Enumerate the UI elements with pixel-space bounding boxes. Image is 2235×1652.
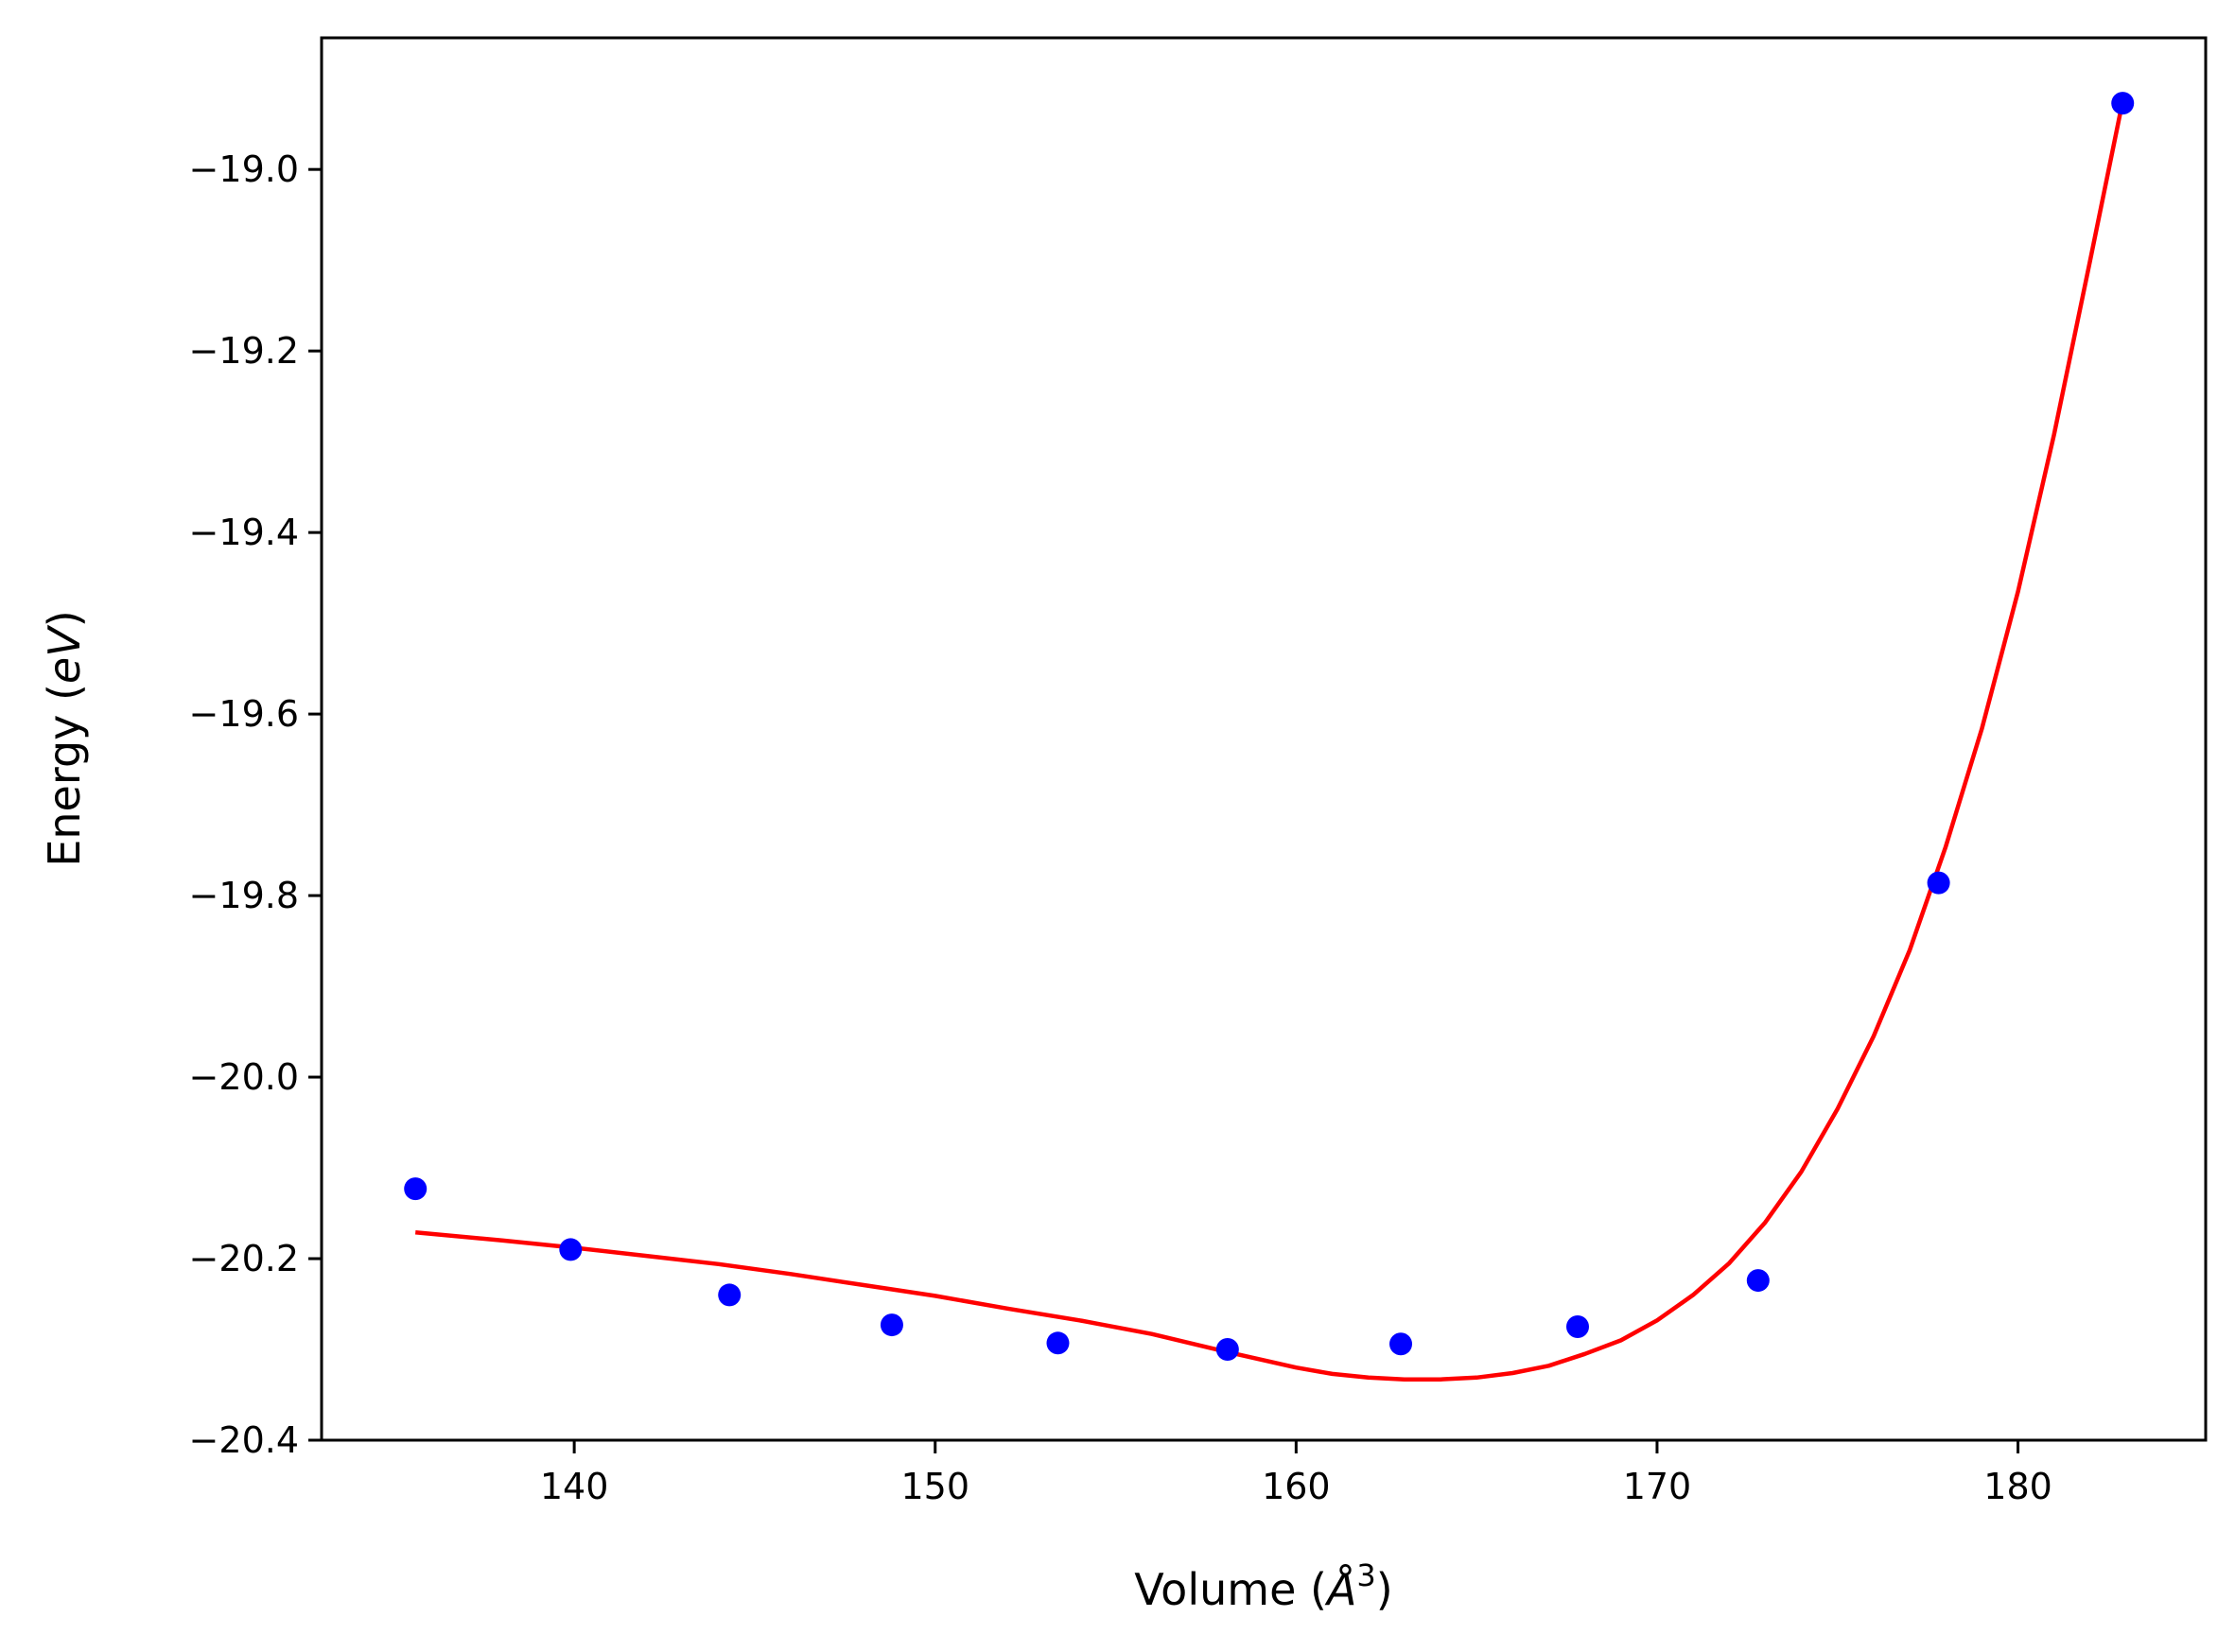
y-axis-label: Energy (eV) [39, 610, 90, 866]
x-axis-label-exponent: 3 [1356, 1557, 1375, 1593]
y-tick-label: −20.0 [189, 1056, 299, 1098]
x-tick-label: 150 [900, 1466, 969, 1507]
data-point [718, 1283, 742, 1307]
data-point [1215, 1338, 1239, 1362]
y-tick-label: −19.0 [189, 148, 299, 190]
y-tick-label: −19.6 [189, 693, 299, 735]
y-axis-label-text: Energy ( [39, 684, 90, 867]
y-axis-ticks: −19.0 −19.2 −19.4 −19.6 −19.8 −20.0 −20.2 −20.4 [189, 148, 322, 1461]
data-point [404, 1177, 428, 1201]
x-axis-label-text: Volume ( [1134, 1564, 1327, 1615]
data-point [1389, 1332, 1413, 1356]
y-tick-label: −20.4 [189, 1419, 299, 1461]
data-point [1046, 1331, 1070, 1355]
x-tick-label: 140 [540, 1466, 609, 1507]
y-tick-label: −20.2 [189, 1238, 299, 1279]
data-point [1746, 1269, 1770, 1293]
plot-frame [320, 36, 2208, 1442]
data-point [2111, 92, 2135, 115]
y-tick-label: −19.8 [189, 875, 299, 916]
y-tick-label: −19.2 [189, 330, 299, 372]
x-axis-ticks: 140 150 160 170 180 [540, 1440, 2052, 1507]
series-layer [404, 92, 2135, 1382]
y-axis-label-close: ) [39, 610, 90, 627]
x-tick-label: 160 [1262, 1466, 1331, 1507]
y-axis-label-unit: eV [39, 624, 90, 684]
data-point [1927, 871, 1950, 895]
y-tick-label: −19.4 [189, 512, 299, 553]
data-point [1566, 1315, 1589, 1339]
x-axis-label-unit: Å [1324, 1564, 1356, 1615]
x-axis-label: Volume (Å3) [1134, 1557, 1392, 1615]
x-tick-label: 170 [1623, 1466, 1692, 1507]
fit-curve-line [414, 100, 2125, 1382]
data-point [880, 1313, 903, 1337]
x-axis-label-close: ) [1376, 1564, 1393, 1615]
x-tick-label: 180 [1983, 1466, 2052, 1507]
data-point [559, 1238, 583, 1261]
